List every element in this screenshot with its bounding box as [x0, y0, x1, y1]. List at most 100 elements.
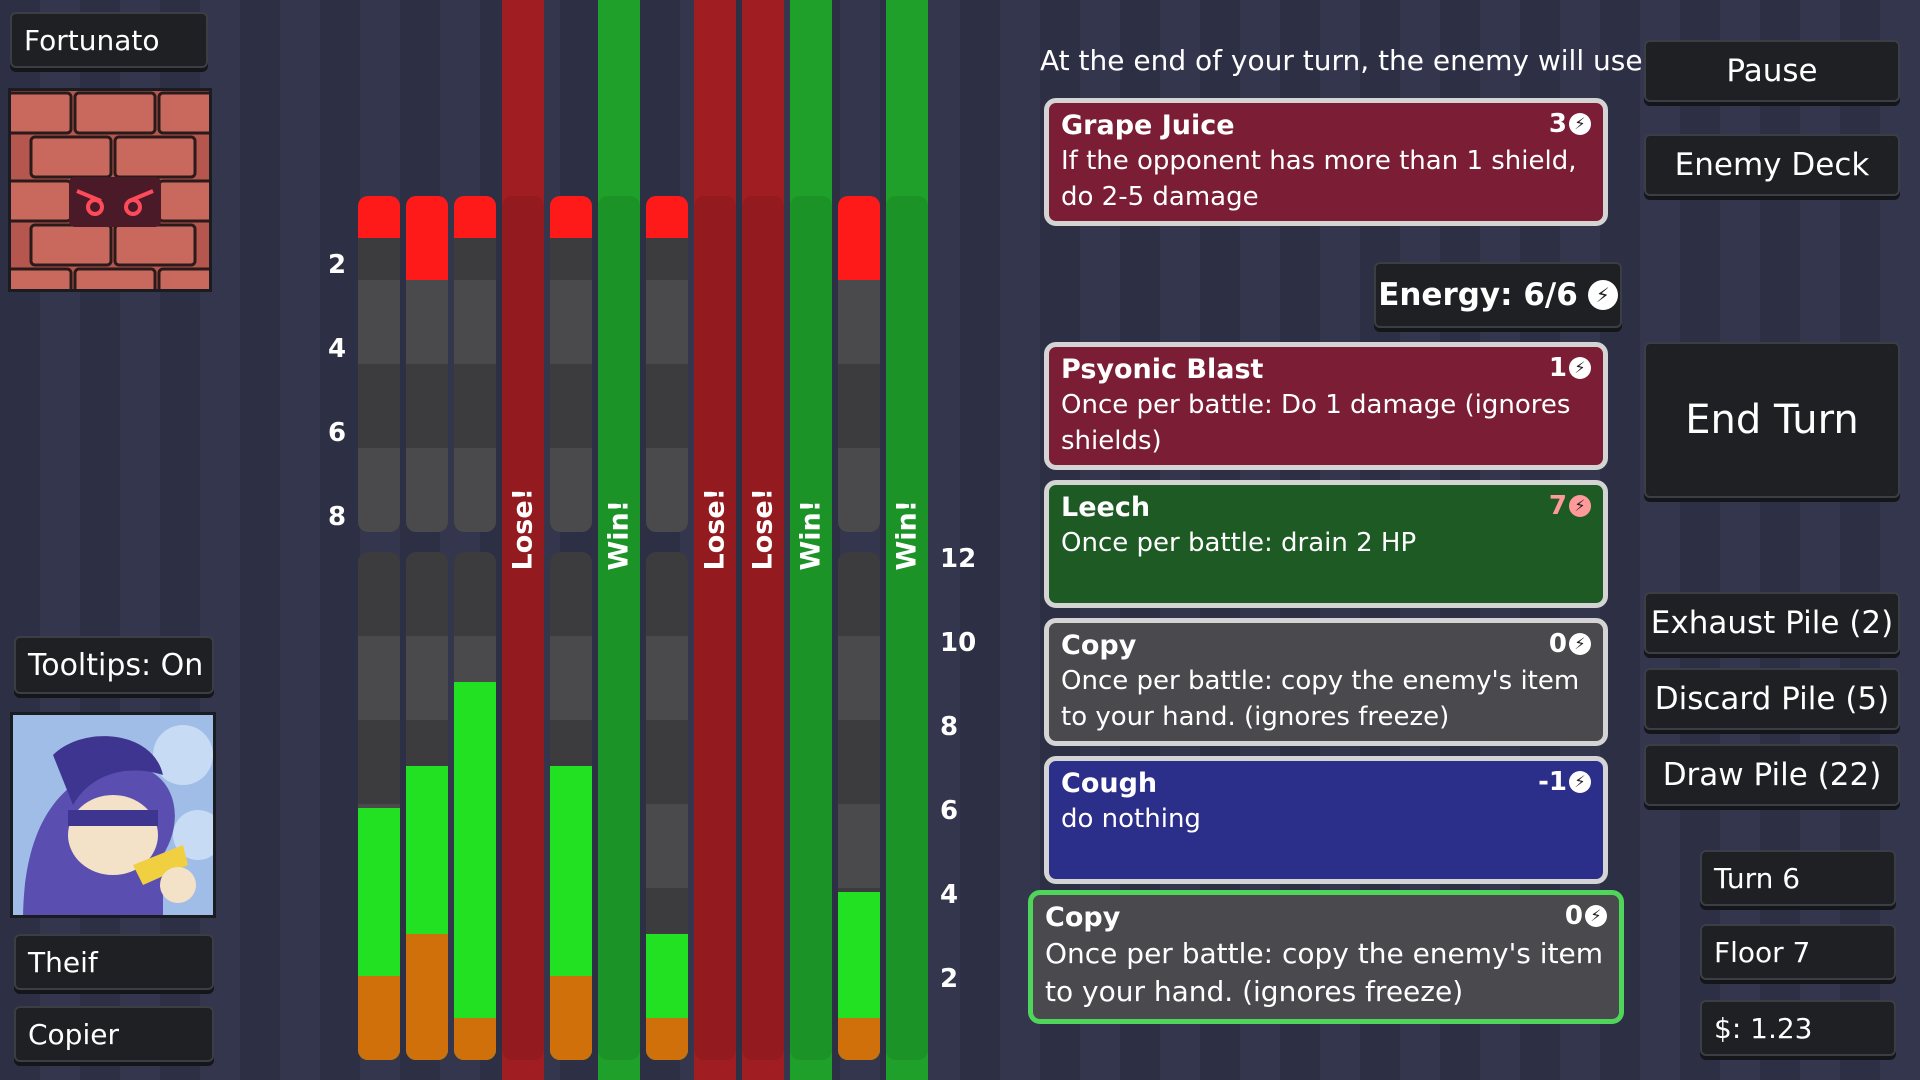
player-subclass-plate: Copier: [14, 1006, 214, 1062]
enemy-name-plate: Fortunato: [10, 12, 208, 68]
floor-label: Floor 7: [1714, 935, 1811, 969]
card-name: Psyonic Blast: [1061, 354, 1264, 385]
win-lane: Win!: [790, 0, 832, 1080]
player-axis-tick: 6: [940, 796, 959, 826]
lose-lane: Lose!: [502, 0, 544, 1080]
player-axis-tick: 12: [940, 544, 977, 574]
exhaust-pile-label: Exhaust Pile (2): [1650, 605, 1894, 641]
floor-counter: Floor 7: [1700, 924, 1896, 980]
enemy-deck-button[interactable]: Enemy Deck: [1644, 134, 1900, 196]
enemy-name: Fortunato: [24, 23, 160, 57]
energy-display: Energy: 6/6 ⚡: [1374, 262, 1622, 328]
hand-card[interactable]: Psyonic Blast 1 ⚡ Once per battle: Do 1 d…: [1044, 342, 1608, 470]
card-name: Copy: [1061, 630, 1137, 661]
draw-pile-button[interactable]: Draw Pile (22): [1644, 744, 1900, 806]
outcome-label: Win!: [603, 499, 635, 571]
card-cost: 3 ⚡: [1549, 109, 1591, 139]
outcome-label: Lose!: [507, 488, 539, 571]
energy-label: Energy: 6/6: [1378, 277, 1578, 313]
card-cost: 0 ⚡: [1565, 901, 1607, 931]
energy-bolt-icon: ⚡: [1569, 495, 1591, 517]
enemy-axis-tick: 6: [328, 418, 347, 448]
hand-card[interactable]: Cough -1 ⚡ do nothing: [1044, 756, 1608, 884]
exhaust-pile-button[interactable]: Exhaust Pile (2): [1644, 592, 1900, 654]
player-damage-fill: [454, 1018, 496, 1060]
player-portrait: [10, 712, 216, 918]
enemy-deck-label: Enemy Deck: [1674, 147, 1870, 183]
hand-card[interactable]: Leech 7 ⚡ Once per battle: drain 2 HP: [1044, 480, 1608, 608]
money-label: $: 1.23: [1714, 1011, 1813, 1045]
enemy-hp-bar: [454, 196, 496, 532]
enemy-axis-tick: 4: [328, 334, 347, 364]
player-subclass: Copier: [28, 1017, 119, 1051]
turn-label: Turn 6: [1714, 861, 1801, 895]
player-axis-tick: 2: [940, 964, 959, 994]
player-class: Theif: [28, 945, 98, 979]
outcome-label: Win!: [795, 499, 827, 571]
enemy-axis-tick: 2: [328, 250, 347, 280]
card-name: Grape Juice: [1061, 110, 1235, 141]
player-hp-bar: [646, 552, 688, 1060]
enemy-intent-header: At the end of your turn, the enemy will …: [1040, 44, 1653, 77]
card-name: Leech: [1061, 492, 1151, 523]
player-hp-bar: [550, 552, 592, 1060]
energy-bolt-icon: ⚡: [1585, 905, 1607, 927]
player-hp-bar: [838, 552, 880, 1060]
enemy-hp-bar: [550, 196, 592, 532]
pause-label: Pause: [1726, 53, 1818, 89]
enemy-damage-fill: [406, 196, 448, 280]
enemy-hp-bar: [358, 196, 400, 532]
card-description: Once per battle: Do 1 damage (ignores sh…: [1061, 390, 1571, 456]
enemy-intent-card[interactable]: Grape Juice 3 ⚡ If the opponent has more …: [1044, 98, 1608, 226]
outcome-graph: 2 4 6 8 12 10 8 6 4 2 Lose! Win! Lose! Lose…: [328, 0, 977, 1080]
player-damage-fill: [358, 976, 400, 1060]
player-damage-fill: [550, 976, 592, 1060]
enemy-damage-fill: [550, 196, 592, 238]
brick-wall-enemy-image: [11, 91, 209, 289]
turn-counter: Turn 6: [1700, 850, 1896, 906]
player-axis-tick: 10: [940, 628, 977, 658]
card-name: Cough: [1061, 768, 1158, 799]
enemy-damage-fill: [646, 196, 688, 238]
discard-pile-button[interactable]: Discard Pile (5): [1644, 668, 1900, 730]
energy-bolt-icon: ⚡: [1569, 771, 1591, 793]
card-description: Once per battle: drain 2 HP: [1061, 528, 1417, 558]
enemy-damage-fill: [454, 196, 496, 238]
card-cost: 7 ⚡: [1549, 491, 1591, 521]
win-lane: Win!: [598, 0, 640, 1080]
discard-pile-label: Discard Pile (5): [1654, 681, 1890, 717]
player-hp-bar: [454, 552, 496, 1060]
end-turn-button[interactable]: End Turn: [1644, 342, 1900, 498]
outcome-label: Win!: [891, 499, 923, 571]
tooltips-label: Tooltips: On: [28, 647, 204, 683]
card-description: do nothing: [1061, 804, 1201, 834]
lose-lane: Lose!: [694, 0, 736, 1080]
player-axis-tick: 8: [940, 712, 959, 742]
card-name: Copy: [1045, 902, 1121, 933]
pause-button[interactable]: Pause: [1644, 40, 1900, 102]
card-description: If the opponent has more than 1 shield, …: [1061, 146, 1577, 212]
draw-pile-label: Draw Pile (22): [1662, 757, 1882, 793]
enemy-hp-bar: [406, 196, 448, 532]
energy-bolt-icon: ⚡: [1569, 113, 1591, 135]
enemy-damage-fill: [358, 196, 400, 238]
energy-bolt-icon: ⚡: [1569, 357, 1591, 379]
end-turn-label: End Turn: [1685, 397, 1859, 443]
outcome-label: Lose!: [747, 488, 779, 571]
enemy-hp-bar: [646, 196, 688, 532]
win-lane: Win!: [886, 0, 928, 1080]
hand-card[interactable]: Copy 0 ⚡ Once per battle: copy the enemy'…: [1044, 618, 1608, 746]
enemy-hp-bar: [838, 196, 880, 532]
player-class-plate: Theif: [14, 934, 214, 990]
enemy-axis-tick: 8: [328, 502, 347, 532]
card-cost: 1 ⚡: [1549, 353, 1591, 383]
tooltips-toggle[interactable]: Tooltips: On: [14, 636, 214, 694]
player-damage-fill: [646, 1018, 688, 1060]
enemy-damage-fill: [838, 196, 880, 280]
player-damage-fill: [838, 1018, 880, 1060]
player-hp-bar: [358, 552, 400, 1060]
player-hp-fill: [454, 682, 496, 1060]
card-cost: -1 ⚡: [1538, 767, 1591, 797]
money-display: $: 1.23: [1700, 1000, 1896, 1056]
hand-card-selected[interactable]: Copy 0 ⚡ Once per battle: copy the enemy'…: [1028, 890, 1624, 1024]
